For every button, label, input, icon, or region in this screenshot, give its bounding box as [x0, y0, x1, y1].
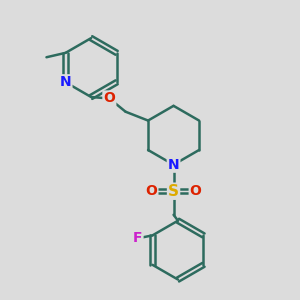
Text: O: O [190, 184, 202, 198]
Text: O: O [103, 92, 115, 106]
Text: N: N [168, 158, 179, 172]
Text: O: O [146, 184, 158, 198]
Text: S: S [168, 184, 179, 199]
Text: F: F [133, 231, 142, 245]
Text: N: N [60, 75, 71, 89]
